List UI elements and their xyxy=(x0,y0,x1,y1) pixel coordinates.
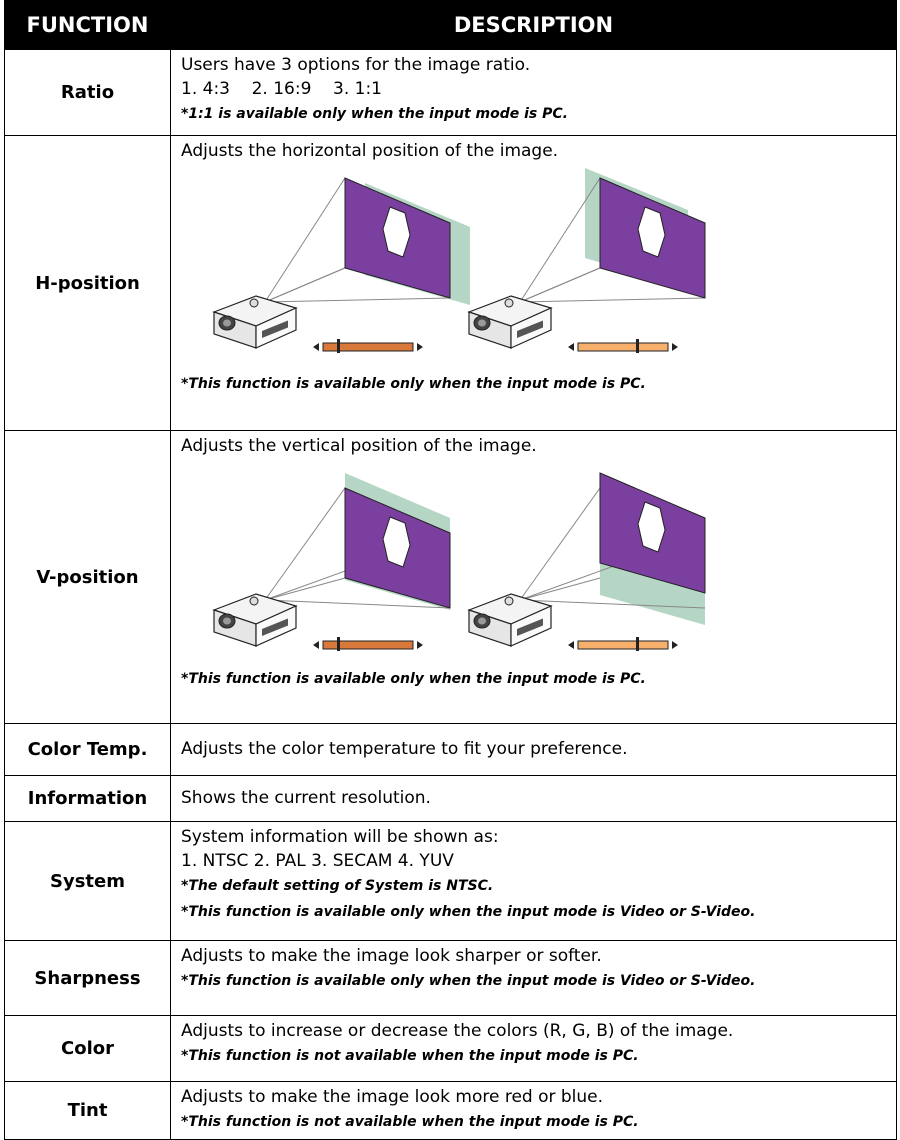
screen-down xyxy=(469,472,706,651)
description-line: System information will be shown as: xyxy=(181,827,499,847)
note: *1:1 is available only when the input mo… xyxy=(181,106,568,122)
description-cell: System information will be shown as: 1. N… xyxy=(170,821,897,941)
description-line: 1. 4:3 2. 16:9 3. 1:1 xyxy=(181,79,382,99)
table-row: Sharpness Adjusts to make the image look … xyxy=(4,940,897,1016)
description-cell: Adjusts the vertical position of the ima… xyxy=(170,430,897,724)
description-line: Shows the current resolution. xyxy=(181,788,431,808)
description-cell: Users have 3 options for the image ratio… xyxy=(170,49,897,136)
description-line: Adjusts to make the image look sharper o… xyxy=(181,946,602,966)
header-row: FUNCTION DESCRIPTION xyxy=(4,0,897,50)
description-cell: Shows the current resolution. xyxy=(170,775,897,822)
screen-right xyxy=(469,168,706,353)
function-cell: Sharpness xyxy=(4,940,171,1016)
description-cell: Adjusts to make the image look more red … xyxy=(170,1081,897,1140)
note: *This function is not available when the… xyxy=(181,1114,639,1130)
table-row: Ratio Users have 3 options for the image … xyxy=(4,49,897,136)
header-cell: FUNCTION xyxy=(4,0,171,50)
function-cell: Tint xyxy=(4,1081,171,1140)
table-row: Tint Adjusts to make the image look more … xyxy=(4,1081,897,1140)
function-cell: V-position xyxy=(4,430,171,724)
description-line: Adjusts the vertical position of the ima… xyxy=(181,436,537,456)
function-cell: System xyxy=(4,821,171,941)
description-cell: Adjusts to make the image look sharper o… xyxy=(170,940,897,1016)
table-row: Color Temp. Adjusts the color temperature… xyxy=(4,723,897,776)
h-position-illustration xyxy=(205,168,706,353)
description-cell: Adjusts the color temperature to fit you… xyxy=(170,723,897,776)
note: *This function is available only when th… xyxy=(181,671,646,687)
note: *The default setting of System is NTSC. xyxy=(181,878,494,894)
note: *This function is available only when th… xyxy=(181,973,756,989)
description-line: Adjusts the horizontal position of the i… xyxy=(181,141,559,161)
screen-up xyxy=(214,473,451,651)
description-line: Adjusts to make the image look more red … xyxy=(181,1087,604,1107)
description-line: Adjusts to increase or decrease the colo… xyxy=(181,1021,734,1041)
function-table: FUNCTION DESCRIPTION Ratio Users have 3 o… xyxy=(4,0,897,1140)
description-line: Users have 3 options for the image ratio… xyxy=(181,55,531,75)
note: *This function is not available when the… xyxy=(181,1048,639,1064)
header-cell: DESCRIPTION xyxy=(170,0,897,50)
description-line: 1. NTSC 2. PAL 3. SECAM 4. YUV xyxy=(181,851,454,871)
table-row: V-position Adjusts the vertical position … xyxy=(4,430,897,724)
table-row: System System information will be shown a… xyxy=(4,821,897,941)
table-row: H-position Adjusts the horizontal positio… xyxy=(4,135,897,431)
description-cell: Adjusts to increase or decrease the colo… xyxy=(170,1015,897,1082)
description-line: Adjusts the color temperature to fit you… xyxy=(181,739,628,759)
note: *This function is available only when th… xyxy=(181,376,646,392)
table-body: Ratio Users have 3 options for the image … xyxy=(4,49,897,1140)
description-cell: Adjusts the horizontal position of the i… xyxy=(170,135,897,431)
table-row: Information Shows the current resolution. xyxy=(4,775,897,822)
note: *This function is available only when th… xyxy=(181,904,756,920)
table-row: Color Adjusts to increase or decrease the… xyxy=(4,1015,897,1082)
function-cell: Color xyxy=(4,1015,171,1082)
v-position-illustration xyxy=(205,472,706,651)
function-cell: Color Temp. xyxy=(4,723,171,776)
function-cell: Information xyxy=(4,775,171,822)
function-cell: H-position xyxy=(4,135,171,431)
screen-left xyxy=(214,177,470,353)
function-cell: Ratio xyxy=(4,49,171,136)
